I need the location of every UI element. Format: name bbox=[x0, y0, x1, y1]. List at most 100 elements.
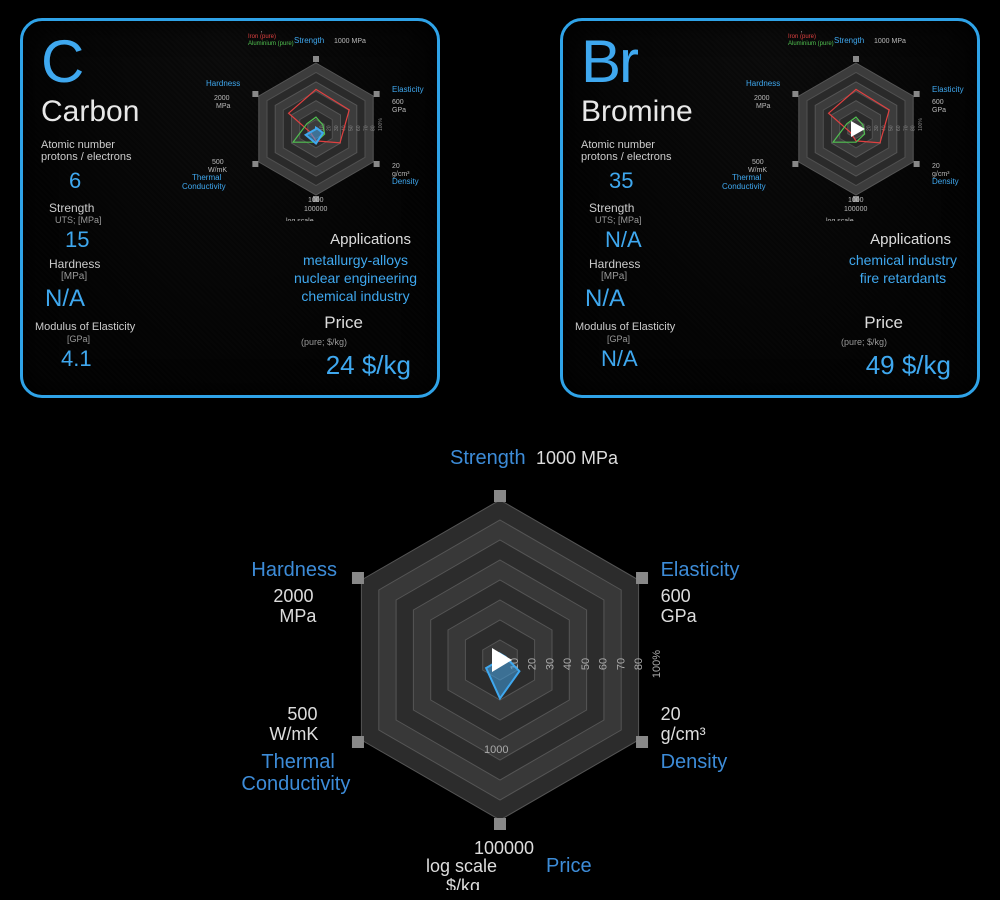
svg-text:30: 30 bbox=[544, 658, 556, 670]
svg-text:Compared to:: Compared to: bbox=[248, 31, 285, 33]
svg-text:Density: Density bbox=[661, 751, 728, 773]
svg-text:60: 60 bbox=[896, 125, 902, 131]
strength-sub: UTS; [MPa] bbox=[595, 215, 642, 225]
svg-text:GPa: GPa bbox=[392, 107, 406, 114]
svg-text:80: 80 bbox=[371, 125, 377, 131]
svg-text:20: 20 bbox=[932, 163, 940, 170]
svg-text:W/mK: W/mK bbox=[748, 167, 767, 174]
svg-text:g/cm³: g/cm³ bbox=[392, 171, 410, 178]
svg-text:W/mK: W/mK bbox=[208, 167, 227, 174]
svg-text:20: 20 bbox=[327, 125, 333, 131]
price-label: Price bbox=[864, 313, 903, 333]
svg-text:Iron (pure): Iron (pure) bbox=[788, 34, 816, 40]
svg-text:100000: 100000 bbox=[474, 838, 534, 858]
hardness-sub: [MPa] bbox=[61, 271, 87, 282]
svg-text:100%: 100% bbox=[651, 650, 663, 678]
svg-text:MPa: MPa bbox=[216, 103, 231, 110]
svg-text:Elasticity: Elasticity bbox=[932, 85, 964, 94]
svg-text:20: 20 bbox=[867, 125, 873, 131]
svg-text:80: 80 bbox=[633, 658, 645, 670]
svg-text:Thermal: Thermal bbox=[261, 751, 334, 773]
svg-text:W/mK: W/mK bbox=[269, 724, 318, 744]
svg-text:100%: 100% bbox=[918, 118, 924, 131]
svg-text:500: 500 bbox=[212, 159, 224, 166]
svg-text:20: 20 bbox=[392, 163, 400, 170]
svg-text:Aluminium (pure): Aluminium (pure) bbox=[248, 41, 294, 47]
price-value: 49 $/kg bbox=[866, 350, 951, 381]
svg-text:100000: 100000 bbox=[844, 206, 867, 213]
svg-text:Density: Density bbox=[932, 177, 959, 186]
svg-text:20: 20 bbox=[661, 704, 681, 724]
atomic-value: 35 bbox=[609, 168, 633, 194]
svg-text:60: 60 bbox=[356, 125, 362, 131]
svg-text:2000: 2000 bbox=[273, 586, 313, 606]
svg-text:100000: 100000 bbox=[304, 206, 327, 213]
modulus-value: 4.1 bbox=[61, 346, 92, 372]
svg-text:Strength: Strength bbox=[450, 447, 526, 469]
big-radar-chart: Strength1000 MPaElasticity600GPa20g/cm³D… bbox=[240, 410, 760, 890]
price-value: 24 $/kg bbox=[326, 350, 411, 381]
svg-text:Conductivity: Conductivity bbox=[722, 182, 766, 191]
svg-text:Compared to:: Compared to: bbox=[788, 31, 825, 33]
modulus-value: N/A bbox=[601, 346, 638, 372]
modulus-sub: [GPa] bbox=[607, 334, 630, 344]
cards-row: C Carbon Atomic numberprotons / electron… bbox=[0, 0, 1000, 398]
hardness-label: Hardness bbox=[49, 257, 100, 271]
svg-text:log scale: log scale bbox=[826, 218, 854, 221]
svg-text:$/kg: $/kg bbox=[446, 876, 480, 890]
strength-sub: UTS; [MPa] bbox=[55, 215, 102, 225]
hardness-sub: [MPa] bbox=[601, 271, 627, 282]
svg-text:MPa: MPa bbox=[756, 103, 771, 110]
svg-text:Hardness: Hardness bbox=[206, 79, 240, 88]
svg-text:Density: Density bbox=[392, 177, 419, 186]
svg-text:70: 70 bbox=[903, 125, 909, 131]
price-label: Price bbox=[324, 313, 363, 333]
svg-text:2000: 2000 bbox=[754, 95, 770, 102]
hardness-label: Hardness bbox=[589, 257, 640, 271]
svg-text:Strength: Strength bbox=[834, 36, 864, 45]
applications-label: Applications bbox=[330, 231, 411, 248]
svg-text:1000 MPa: 1000 MPa bbox=[334, 38, 366, 45]
svg-text:GPa: GPa bbox=[661, 606, 698, 626]
svg-text:50: 50 bbox=[349, 125, 355, 131]
svg-text:g/cm³: g/cm³ bbox=[932, 171, 950, 178]
mini-radar-chart: Strength1000 MPaElasticity600GPaDensity2… bbox=[711, 31, 971, 221]
svg-text:60: 60 bbox=[598, 658, 610, 670]
svg-text:Hardness: Hardness bbox=[746, 79, 780, 88]
element-card-carbon: C Carbon Atomic numberprotons / electron… bbox=[20, 18, 440, 398]
svg-text:g/cm³: g/cm³ bbox=[661, 724, 706, 744]
svg-text:1000 MPa: 1000 MPa bbox=[874, 38, 906, 45]
svg-text:80: 80 bbox=[911, 125, 917, 131]
svg-text:500: 500 bbox=[287, 704, 317, 724]
svg-text:MPa: MPa bbox=[279, 606, 317, 626]
atomic-label: Atomic numberprotons / electrons bbox=[41, 139, 132, 163]
svg-text:log scale: log scale bbox=[286, 218, 314, 221]
svg-text:30: 30 bbox=[874, 125, 880, 131]
svg-text:600: 600 bbox=[392, 99, 404, 106]
svg-text:1000: 1000 bbox=[308, 197, 324, 204]
strength-label: Strength bbox=[589, 201, 634, 215]
strength-label: Strength bbox=[49, 201, 94, 215]
svg-text:Thermal: Thermal bbox=[192, 173, 222, 182]
modulus-label: Modulus of Elasticity bbox=[35, 321, 135, 333]
svg-text:50: 50 bbox=[889, 125, 895, 131]
mini-radar-chart: Strength 1000 MPa Elasticity 600GPa Density 2… bbox=[171, 31, 431, 221]
svg-text:1000: 1000 bbox=[848, 197, 864, 204]
element-card-bromine: Br Bromine Atomic numberprotons / electr… bbox=[560, 18, 980, 398]
svg-text:600: 600 bbox=[932, 99, 944, 106]
applications-list: chemical industryfire retardants bbox=[849, 251, 957, 287]
atomic-label: Atomic numberprotons / electrons bbox=[581, 139, 672, 163]
applications-list: metallurgy-alloysnuclear engineeringchem… bbox=[294, 251, 417, 306]
svg-text:30: 30 bbox=[334, 125, 340, 131]
element-symbol: Br bbox=[581, 27, 637, 96]
modulus-sub: [GPa] bbox=[67, 334, 90, 344]
svg-text:Elasticity: Elasticity bbox=[392, 85, 424, 94]
svg-text:2000: 2000 bbox=[214, 95, 230, 102]
svg-text:Strength: Strength bbox=[294, 36, 324, 45]
svg-text:Conductivity: Conductivity bbox=[241, 773, 350, 795]
svg-text:Iron (pure): Iron (pure) bbox=[248, 34, 276, 40]
hardness-value: N/A bbox=[45, 285, 85, 313]
svg-text:1000: 1000 bbox=[484, 744, 508, 756]
svg-text:600: 600 bbox=[661, 586, 691, 606]
svg-text:500: 500 bbox=[752, 159, 764, 166]
